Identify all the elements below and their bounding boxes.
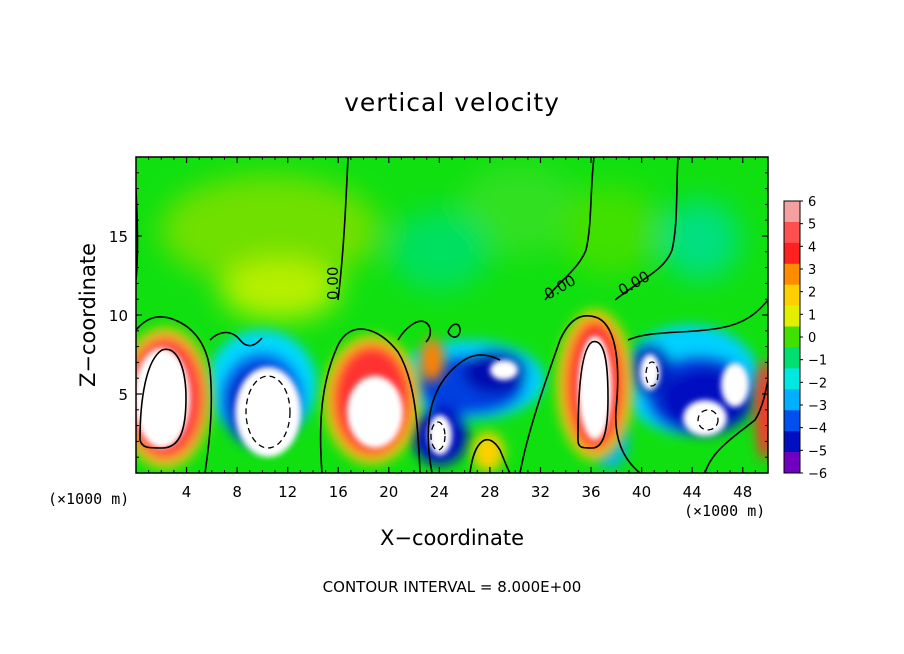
x-tick-label: 4: [182, 483, 192, 501]
colorbar-swatch: [784, 347, 800, 369]
colorbar-tick-label: −2: [808, 376, 827, 391]
y-axis: 5 10 15: [109, 172, 768, 458]
colorbar-swatch: [784, 263, 800, 286]
x-tick-label: 48: [733, 483, 752, 501]
colorbar-tick-label: 4: [808, 240, 816, 255]
colorbar-tick-label: 6: [808, 195, 816, 210]
x-tick-label: 32: [531, 483, 550, 501]
x-tick-label: 28: [480, 483, 499, 501]
colorbar-swatch: [784, 201, 800, 223]
chart-title: vertical velocity: [344, 88, 560, 117]
contour-interval-note: CONTOUR INTERVAL = 8.000E+00: [322, 578, 582, 596]
colorbar-tick-label: 2: [808, 286, 816, 301]
colorbar-swatch: [784, 326, 800, 348]
y-tick-label: 5: [118, 386, 128, 404]
colorbar-tick-label: −6: [808, 467, 827, 482]
y-tick-label: 10: [109, 307, 128, 325]
colorbar-swatch: [784, 410, 800, 432]
y-axis-label: Z−coordinate: [76, 243, 100, 387]
x-tick-label: 24: [430, 483, 449, 501]
x-unit-left: (×1000 m): [48, 490, 130, 508]
x-tick-label: 44: [683, 483, 702, 501]
x-tick-label: 40: [632, 483, 651, 501]
colorbar-swatch: [784, 305, 800, 328]
x-tick-label: 36: [581, 483, 600, 501]
colorbar-tick-label: 1: [808, 308, 816, 323]
colorbar-swatch: [784, 242, 800, 265]
colorbar-tick-label: −1: [808, 354, 827, 369]
colorbar-tick-label: −4: [808, 422, 827, 437]
x-axis: 4 8 12 16 20 24 28 32 36 40 44 48: [148, 157, 756, 501]
negative-contours: [245, 361, 719, 451]
x-unit-right: (×1000 m): [684, 502, 766, 520]
contour-label: 0.00: [324, 267, 342, 300]
heatmap-field: 0.00 0.00 0.00: [136, 157, 768, 473]
y-tick-label: 15: [109, 228, 128, 246]
colorbar-tick-label: −5: [808, 444, 827, 459]
x-tick-label: 12: [278, 483, 297, 501]
x-tick-label: 16: [329, 483, 348, 501]
colorbar-tick-label: 3: [808, 263, 816, 278]
colorbar-swatch: [784, 368, 800, 390]
colorbar-tick-label: 0: [808, 331, 816, 346]
colorbar-swatch: [784, 389, 800, 411]
x-tick-label: 20: [379, 483, 398, 501]
x-axis-label: X−coordinate: [380, 526, 524, 550]
colorbar-swatch: [784, 221, 800, 244]
colorbar-tick-label: −3: [808, 399, 827, 414]
colorbar-swatch: [784, 431, 800, 453]
colorbar-swatch: [784, 452, 800, 474]
x-tick-label: 8: [232, 483, 242, 501]
colorbar-swatch: [784, 284, 800, 307]
colorbar-tick-label: 5: [808, 218, 816, 233]
colorbar: 6 5 4 3 2 1 0 −1 −2 −3 −4 −5 −6: [783, 195, 827, 482]
